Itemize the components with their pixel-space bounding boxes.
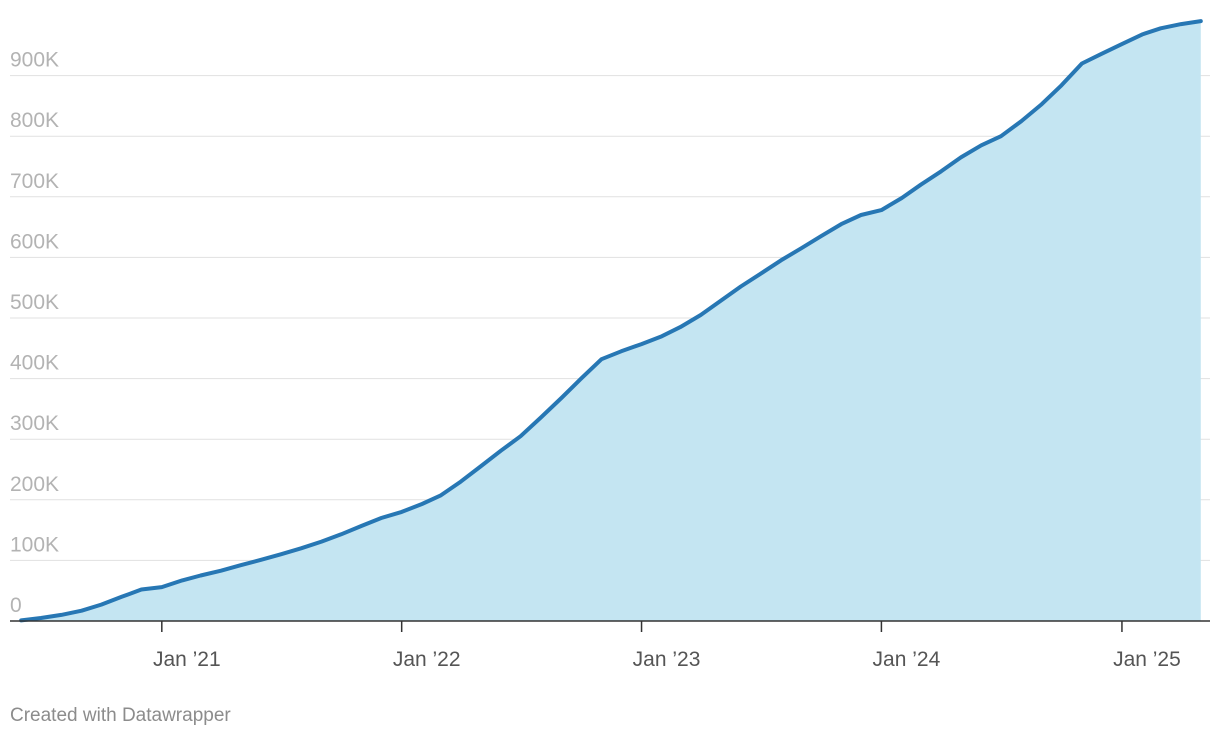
gridlines [10, 75, 1210, 561]
y-tick-label: 500K [10, 291, 59, 314]
y-tick-label: 600K [10, 230, 59, 253]
x-axis: Jan ’21 Jan ’22 Jan ’23 Jan ’24 Jan ’25 [10, 620, 1210, 671]
x-tick-label: Jan ’21 [153, 648, 221, 671]
x-tick-label: Jan ’22 [393, 648, 461, 671]
y-tick-label: 100K [10, 533, 59, 556]
x-tick-label: Jan ’24 [873, 648, 941, 671]
y-tick-label: 300K [10, 412, 59, 435]
y-tick-label: 800K [10, 109, 59, 132]
x-tick-label: Jan ’25 [1113, 648, 1181, 671]
y-tick-label: 700K [10, 170, 59, 193]
credit-text: Created with Datawrapper [10, 705, 231, 726]
y-tick-label: 400K [10, 352, 59, 375]
y-tick-label: 0 [10, 594, 22, 617]
series-line [19, 19, 1203, 623]
line-layer [19, 19, 1203, 623]
x-tick-label: Jan ’23 [633, 648, 701, 671]
y-tick-label: 200K [10, 473, 59, 496]
area-layer [21, 21, 1201, 622]
series-area [21, 21, 1201, 622]
y-tick-label: 900K [10, 49, 59, 72]
y-axis-ticks: 0 100K 200K 300K 400K 500K 600K 700K 800K 900K [10, 49, 59, 617]
